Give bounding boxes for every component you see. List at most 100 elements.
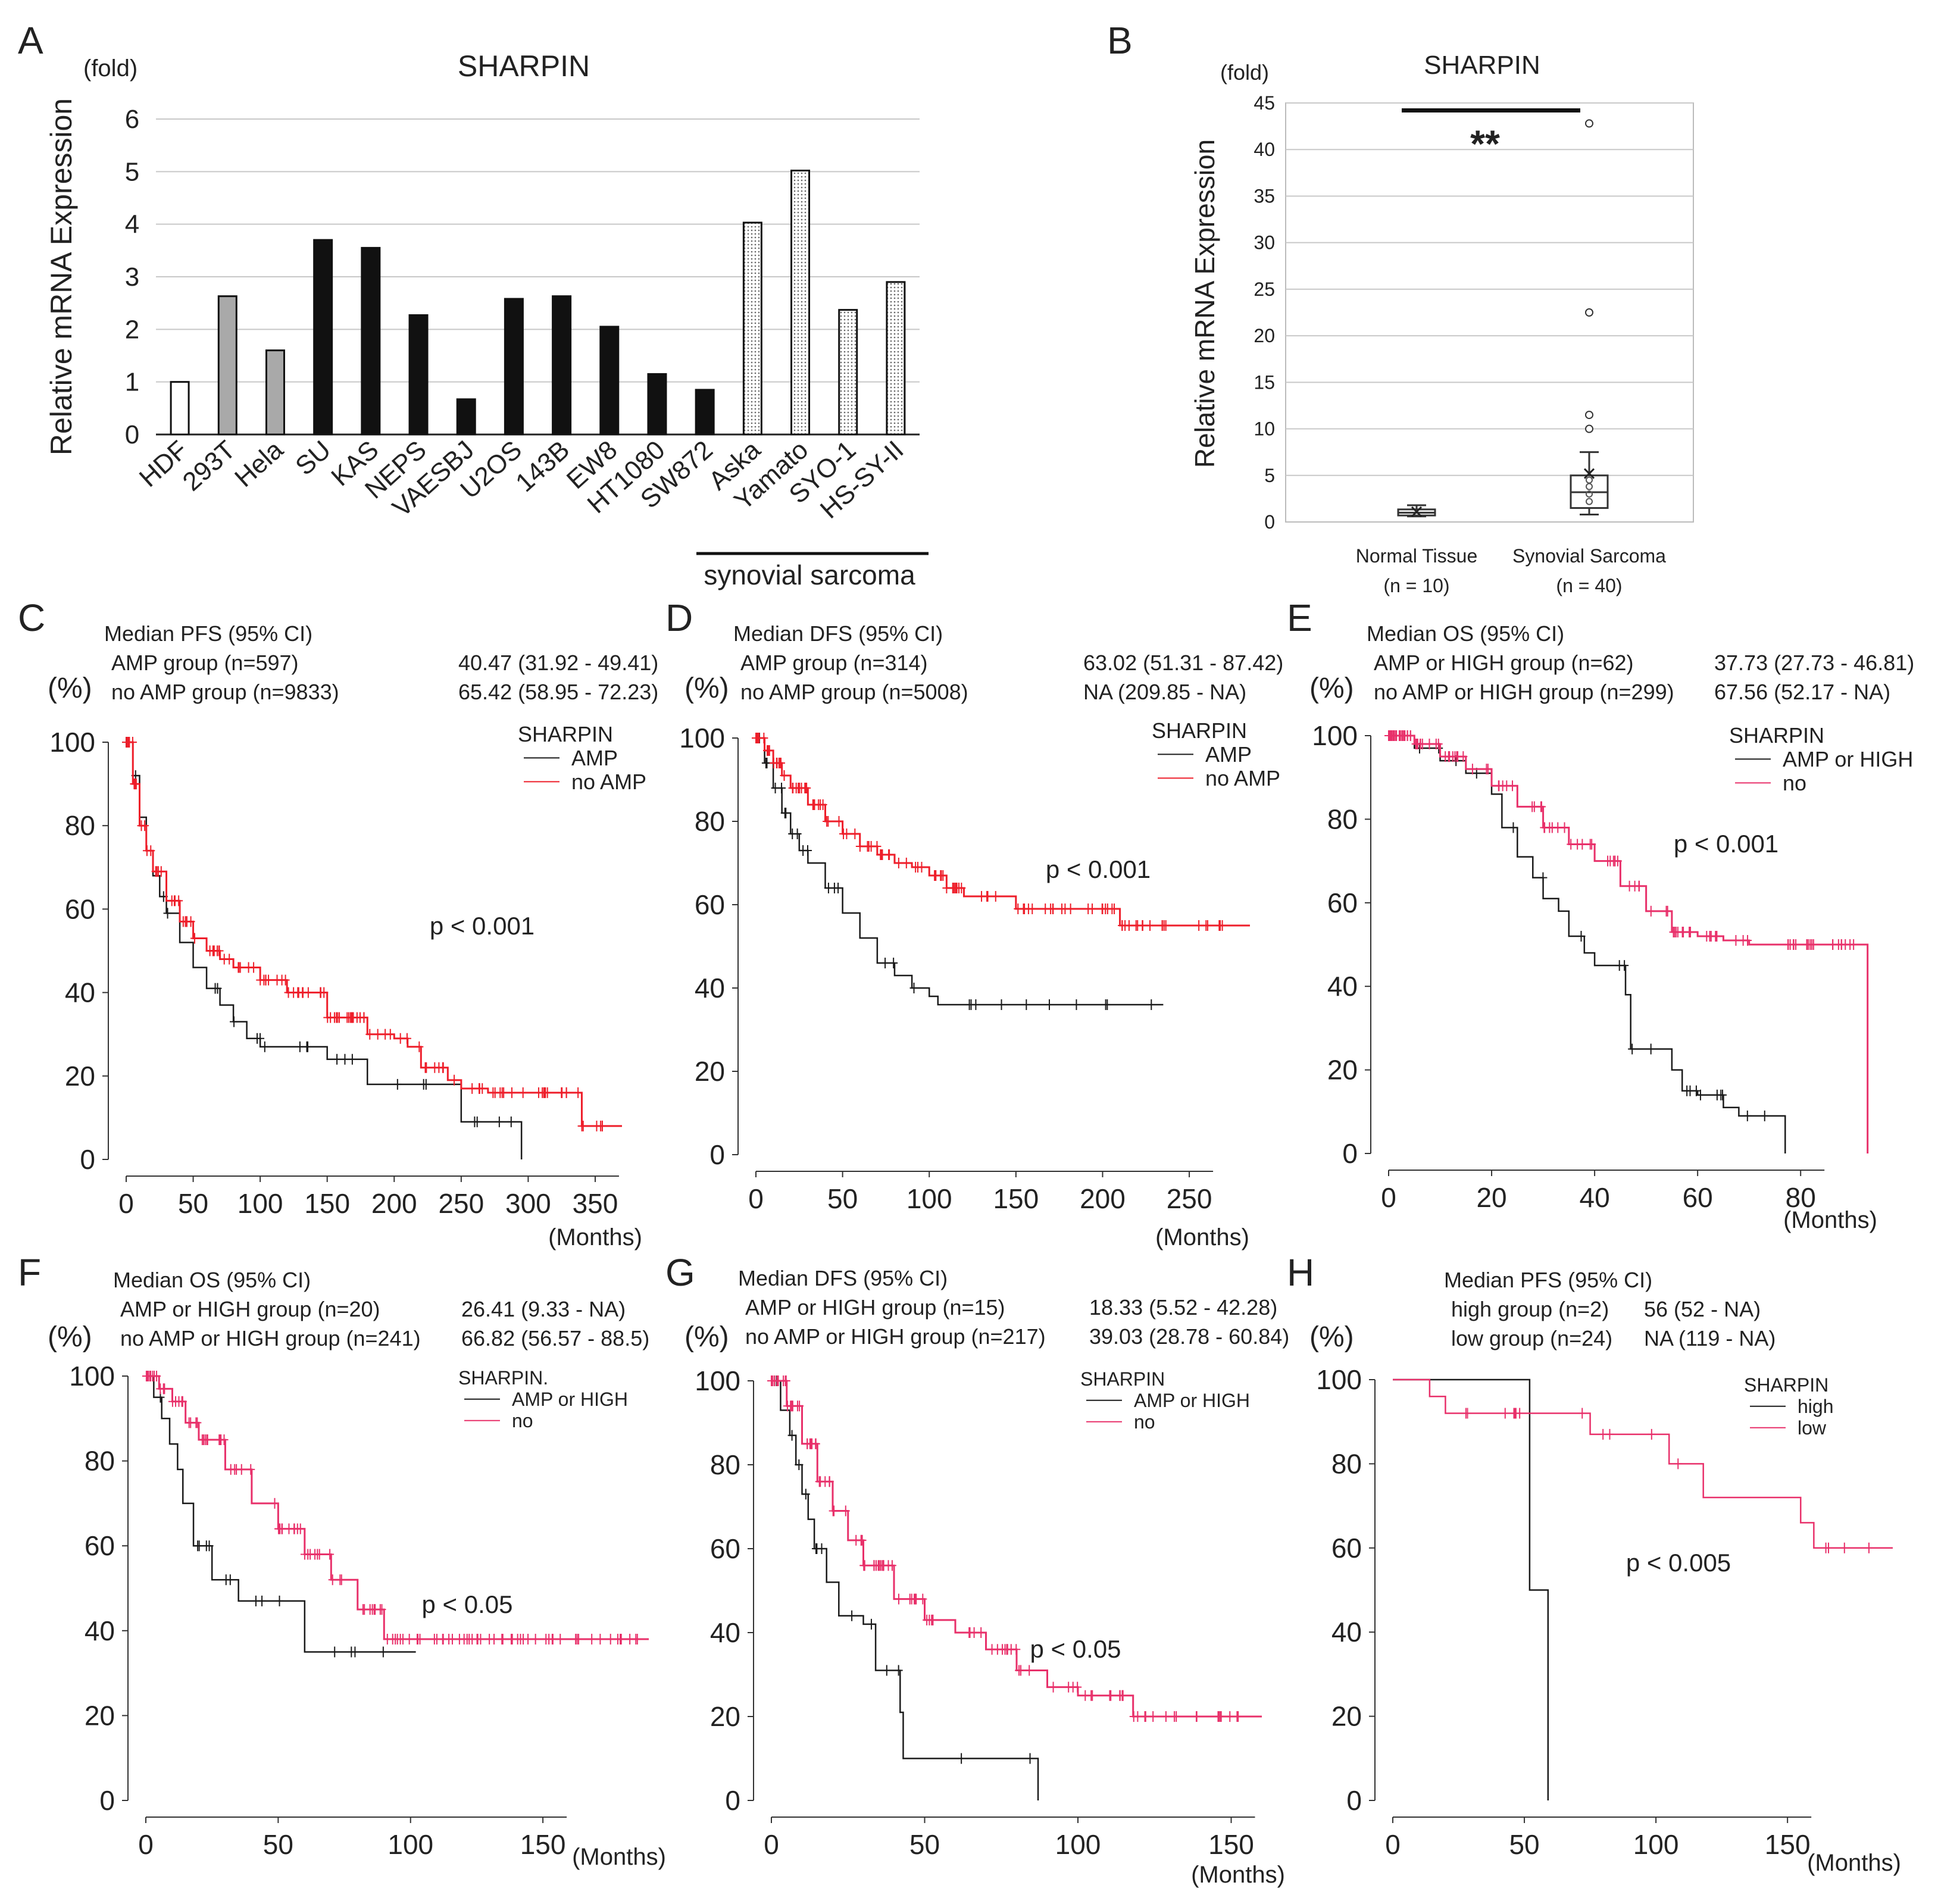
censor-tick <box>830 883 839 893</box>
y-tick-label: 100 <box>1312 720 1358 751</box>
x-tick-label: 293T <box>177 435 241 497</box>
censor-tick <box>834 816 843 827</box>
censor-tick <box>142 845 151 856</box>
outlier-point <box>1585 119 1593 128</box>
censor-tick <box>373 1028 382 1040</box>
y-tick-label: 3 <box>125 262 139 292</box>
x-tick-label: 0 <box>138 1829 154 1860</box>
censor-tick <box>787 1430 796 1441</box>
km-group-value: NA (209.85 - NA) <box>1083 680 1246 704</box>
censor-tick <box>1540 822 1549 833</box>
censor-tick <box>1789 939 1798 950</box>
y-unit-label: (%) <box>1309 1321 1354 1353</box>
censor-tick <box>1133 1711 1142 1722</box>
y-tick-label: 60 <box>85 1530 115 1561</box>
censor-tick <box>1105 1690 1114 1701</box>
censor-tick <box>1019 903 1028 914</box>
censor-tick <box>952 883 961 893</box>
censor-tick <box>1646 1043 1655 1055</box>
y-tick-label: 1 <box>125 368 139 397</box>
x-unit-label: (Months) <box>1191 1862 1285 1888</box>
censor-tick <box>185 1417 193 1428</box>
x-tick-label: 50 <box>827 1183 858 1214</box>
censor-tick <box>1149 1711 1158 1722</box>
y-tick-label: 6 <box>125 105 139 134</box>
km-group-label: AMP or HIGH group (n=20) <box>120 1297 380 1321</box>
censor-tick <box>1088 1690 1097 1701</box>
censor-tick <box>936 870 945 881</box>
censor-tick <box>1696 1089 1705 1100</box>
censor-tick <box>1743 934 1752 946</box>
censor-tick <box>977 891 986 902</box>
inner-point <box>1586 498 1593 505</box>
censor-tick <box>1041 903 1050 914</box>
censor-tick <box>587 1634 596 1645</box>
censor-tick <box>450 1074 459 1086</box>
censor-tick <box>270 1497 279 1509</box>
panel-h: H Median PFS (95% CI) high group (n=2) 56 (… <box>1287 1251 1901 1876</box>
y-tick-label: 20 <box>1254 325 1275 346</box>
panel-label-a: A <box>18 19 43 62</box>
censor-tick <box>1864 1542 1873 1553</box>
y-tick-label: 80 <box>65 810 95 841</box>
y-tick-label: 20 <box>1331 1701 1362 1732</box>
censor-tick <box>1192 1711 1201 1722</box>
mean-marker <box>1583 468 1595 479</box>
censor-tick <box>1049 1681 1058 1693</box>
censor-tick <box>330 1012 339 1023</box>
y-tick-label: 20 <box>695 1056 725 1087</box>
bar-sw872 <box>695 389 715 436</box>
bar-yamato <box>790 170 811 436</box>
censor-tick <box>1081 1690 1090 1701</box>
y-tick-label: 15 <box>1254 371 1275 393</box>
censor-tick <box>857 1534 865 1546</box>
legend-label: no <box>1134 1411 1155 1433</box>
censor-tick <box>1133 920 1142 931</box>
censor-tick <box>214 945 223 956</box>
censor-tick <box>767 1375 776 1386</box>
censor-tick <box>220 1434 229 1445</box>
censor-tick <box>780 770 789 781</box>
panel-label-g: G <box>665 1251 695 1294</box>
censor-tick <box>1161 920 1170 931</box>
x-tick-label: 0 <box>1381 1182 1396 1213</box>
censor-tick <box>1625 880 1634 892</box>
x-unit-label: (Months) <box>548 1224 642 1250</box>
censor-tick <box>507 1116 515 1127</box>
p-value-label: p < 0.001 <box>430 912 534 940</box>
km-group-value: 63.02 (51.31 - 87.42) <box>1083 651 1283 675</box>
y-tick-label: 100 <box>679 723 725 754</box>
x-tick-label: 50 <box>1509 1829 1539 1860</box>
censor-tick <box>626 1634 634 1645</box>
y-tick-label: 0 <box>99 1785 115 1816</box>
censor-tick <box>140 820 149 831</box>
y-tick-label: 20 <box>85 1700 115 1731</box>
censor-tick <box>1468 764 1477 775</box>
legend-title: SHARPIN <box>518 722 613 746</box>
x-tick-label: 100 <box>907 1183 952 1214</box>
x-tick-label: 250 <box>1167 1183 1212 1214</box>
legend-label: no AMP <box>1205 766 1280 790</box>
censor-tick <box>855 841 864 852</box>
censor-tick <box>177 1396 186 1407</box>
x-tick-label: 150 <box>993 1183 1039 1214</box>
censor-tick <box>381 1028 390 1040</box>
plot-frame-b <box>1285 102 1694 523</box>
bar-hs-sy-ii <box>886 281 906 436</box>
censor-tick <box>823 816 832 827</box>
panel-e: E Median OS (95% CI) AMP or HIGH group (n=… <box>1287 596 1914 1233</box>
censor-tick <box>1016 1665 1025 1676</box>
censor-tick <box>1161 1711 1170 1722</box>
censor-tick <box>801 1489 810 1500</box>
censor-tick <box>579 1120 587 1131</box>
panel-g: G Median DFS (95% CI) AMP or HIGH group (n… <box>665 1251 1289 1888</box>
censor-tick <box>246 1464 255 1475</box>
censor-tick <box>1662 905 1671 917</box>
bracket-label: synovial sarcoma <box>704 559 915 590</box>
censor-tick <box>285 1523 293 1534</box>
y-tick-label: 20 <box>65 1061 95 1092</box>
group-n-label: (n = 10) <box>1383 575 1449 596</box>
censor-tick <box>851 828 859 839</box>
censor-tick <box>1587 839 1596 850</box>
km-curve-no-amp <box>126 741 622 1127</box>
